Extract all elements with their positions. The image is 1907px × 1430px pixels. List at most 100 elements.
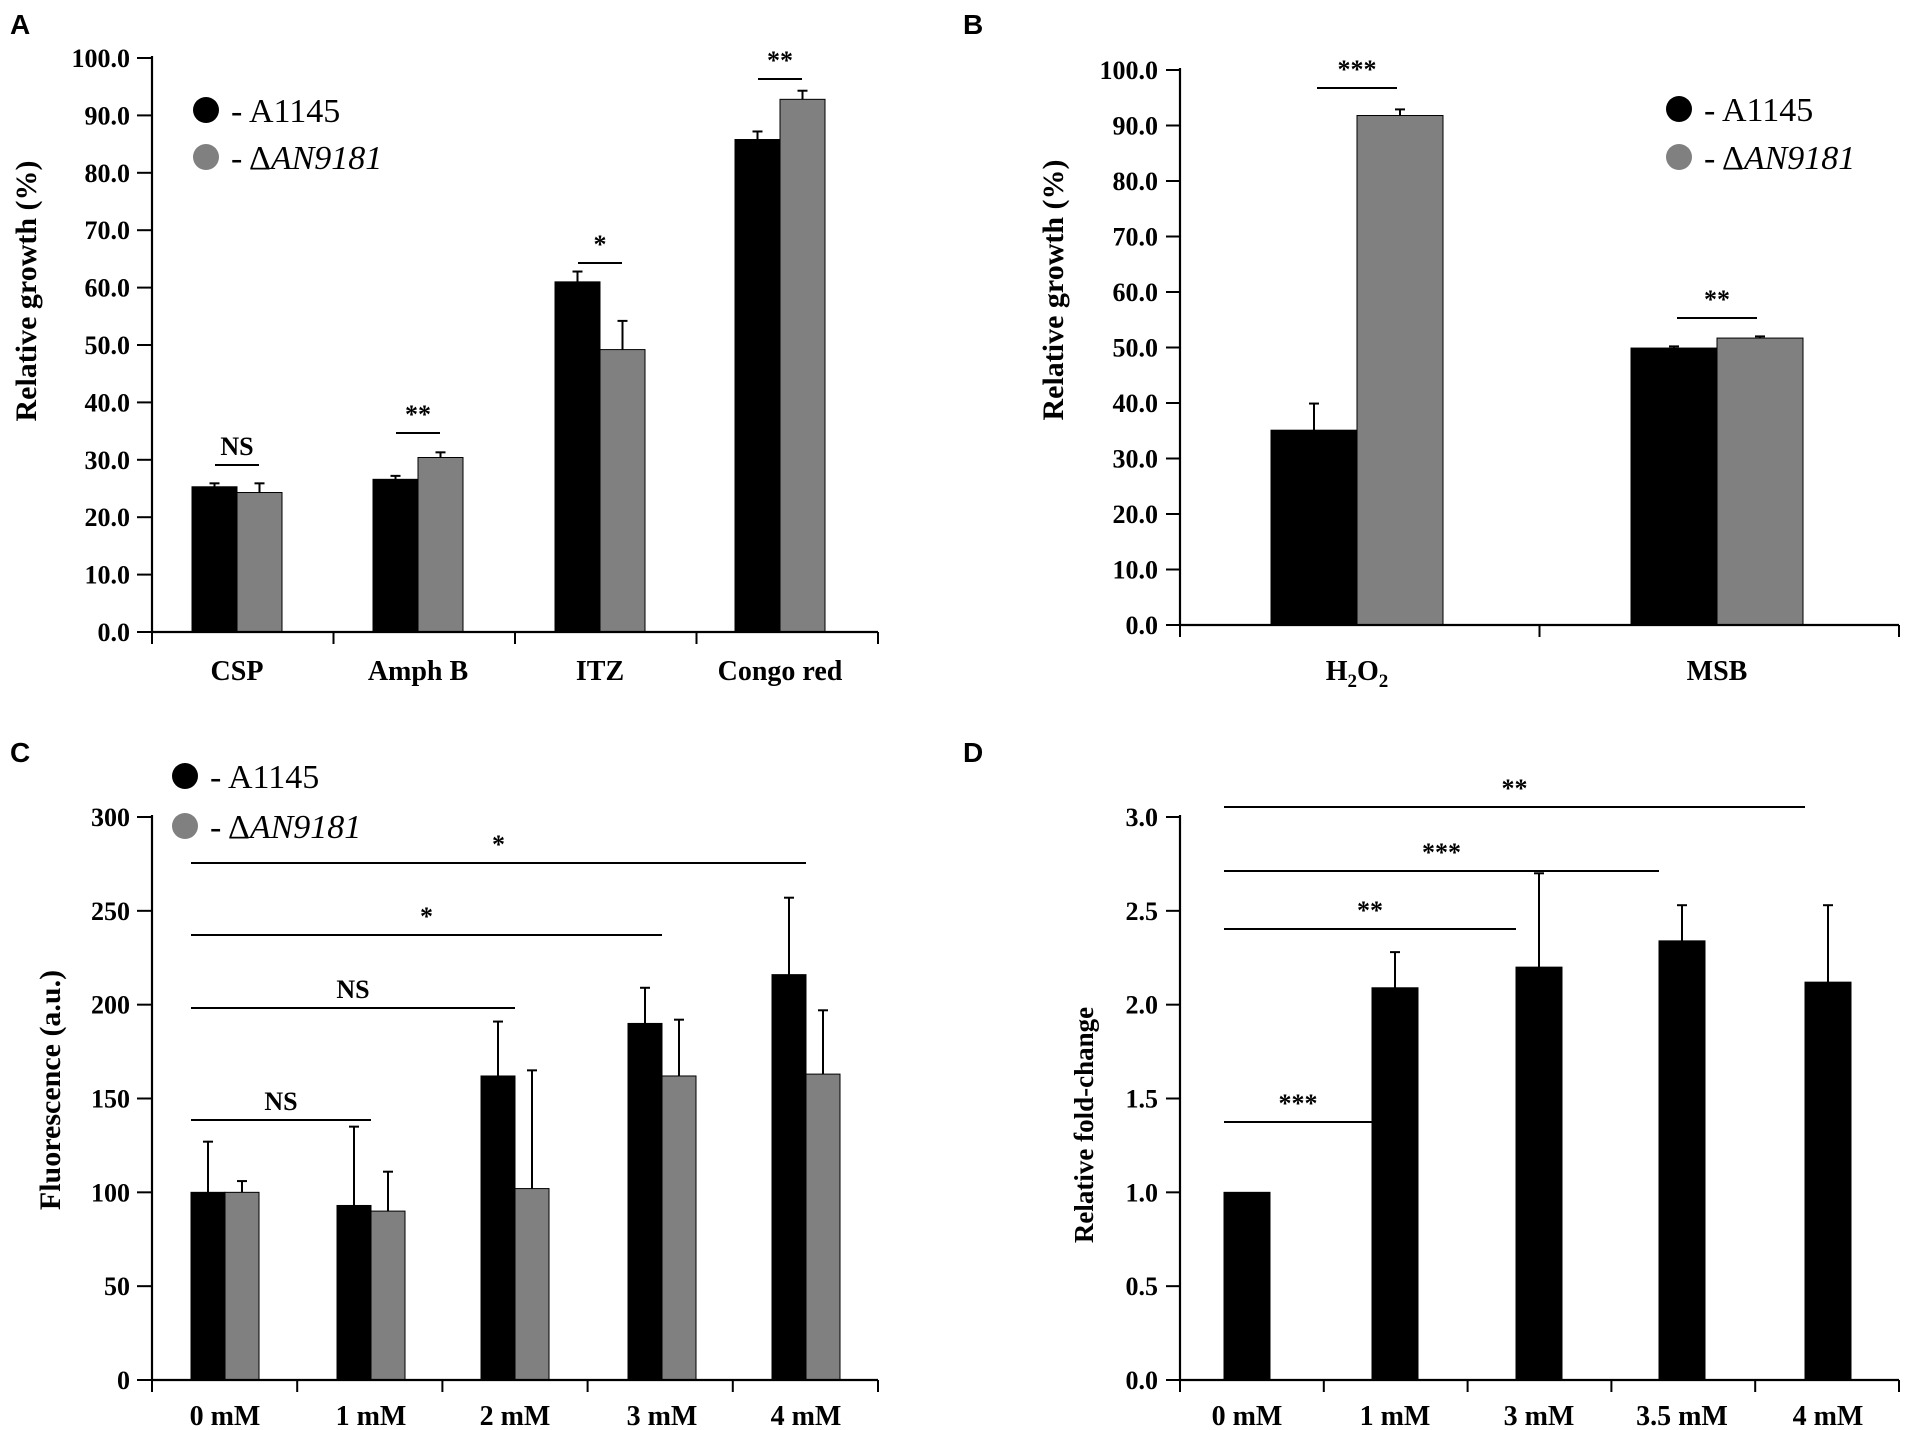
- panel-c-category-label: 1 mM: [336, 1401, 407, 1430]
- panel-a: A Relative growth (%) 0.0 10.0 20.0 30.0 40.…: [10, 9, 879, 687]
- panel-a-bar-a1145: [554, 281, 601, 633]
- panel-a-significance-label: **: [767, 46, 793, 75]
- legend-marker-mutant: [1666, 144, 1692, 170]
- legend-label-a1145: - A1145: [1704, 92, 1813, 129]
- panel-c-category-label: 3 mM: [627, 1401, 698, 1430]
- panel-a-bar-a1145: [734, 139, 781, 633]
- panel-a-bar-mutant: [599, 349, 646, 633]
- panel-b-significance-label: **: [1704, 285, 1730, 314]
- panel-d-ytick-label: 2.0: [1126, 991, 1159, 1020]
- panel-d-ytick-label: 1.5: [1126, 1085, 1159, 1114]
- panel-a-ytick-label: 0.0: [98, 618, 131, 647]
- panel-d-category-label: 0 mM: [1212, 1401, 1283, 1430]
- panel-a-ytick-label: 10.0: [85, 561, 131, 590]
- panel-a-ytick-label: 40.0: [85, 388, 131, 417]
- panel-b-bar-mutant: [1716, 337, 1804, 626]
- panel-c-category-label: 4 mM: [771, 1401, 842, 1430]
- panel-d-bracket-label: ***: [1422, 838, 1461, 867]
- panel-b-bar-a1145: [1630, 347, 1718, 626]
- panel-c-bar-mutant: [805, 1073, 841, 1381]
- panel-c: C Fluorescence (a.u.) 0 50 100 150 200 250 300…: [10, 737, 879, 1430]
- panel-a-ytick-label: 20.0: [85, 503, 131, 532]
- panel-c-ytick-label: 300: [91, 803, 130, 832]
- panel-a-significance-label: NS: [220, 432, 253, 461]
- panel-b-ylabel: Relative growth (%): [1037, 159, 1070, 420]
- panel-a-ytick-label: 50.0: [85, 331, 131, 360]
- panel-c-bracket-label: NS: [264, 1087, 297, 1116]
- legend-marker-mutant: [172, 813, 198, 839]
- panel-b-category-label: MSB: [1687, 656, 1748, 687]
- panel-c-legend: - A1145 - ΔAN9181: [172, 759, 361, 846]
- legend-marker-a1145: [1666, 96, 1692, 122]
- panel-c-bar-mutant: [514, 1188, 550, 1381]
- panel-c-bar-a1145: [771, 974, 807, 1381]
- panel-b-legend: - A1145 - ΔAN9181: [1666, 92, 1855, 177]
- panel-d-ytick-label: 0.5: [1126, 1272, 1159, 1301]
- panel-a-ytick-label: 30.0: [85, 446, 131, 475]
- panel-c-category-label: 0 mM: [190, 1401, 261, 1430]
- panel-b-bar-mutant: [1356, 115, 1444, 626]
- panel-b-ytick-label: 40.0: [1113, 389, 1159, 418]
- panel-a-bar-mutant: [779, 98, 826, 633]
- panel-d-bracket-label: **: [1502, 774, 1528, 803]
- panel-b: B Relative growth (%) 0.0 10.0 20.0 30.0 40.…: [963, 9, 1900, 692]
- panel-a-ytick-label: 60.0: [85, 274, 131, 303]
- panel-c-bar-mutant: [224, 1191, 260, 1381]
- panel-d-bracket-label: ***: [1279, 1089, 1318, 1118]
- panel-c-ytick-label: 0: [117, 1366, 130, 1395]
- panel-a-ylabel: Relative growth (%): [10, 160, 43, 421]
- legend-label-a1145: - A1145: [210, 759, 319, 796]
- panel-a-category-label: CSP: [211, 656, 264, 687]
- panel-d-ytick-label: 3.0: [1126, 803, 1159, 832]
- panel-d-category-label: 3 mM: [1504, 1401, 1575, 1430]
- panel-a-category-label: Amph B: [368, 656, 468, 687]
- panel-b-ytick-label: 50.0: [1113, 334, 1159, 363]
- panel-a-ytick-label: 70.0: [85, 216, 131, 245]
- panel-d-bracket-label: **: [1357, 896, 1383, 925]
- panel-c-bar-a1145: [336, 1204, 372, 1381]
- panel-d-category-label: 3.5 mM: [1636, 1401, 1728, 1430]
- panel-c-category-label: 2 mM: [480, 1401, 551, 1430]
- panel-b-letter: B: [963, 9, 983, 40]
- panel-d-bar-a1145: [1371, 987, 1419, 1381]
- panel-d-bar-a1145: [1515, 966, 1563, 1381]
- panel-c-bar-mutant: [370, 1210, 406, 1381]
- panel-d-bar-a1145: [1804, 981, 1852, 1381]
- panel-b-ytick-label: 10.0: [1113, 556, 1159, 585]
- panel-d-bar-a1145: [1223, 1191, 1271, 1381]
- panel-d: D Relative fold-change 0.0 0.5 1.0 1.5 2.0 2.…: [963, 737, 1900, 1430]
- panel-c-ytick-label: 100: [91, 1178, 130, 1207]
- legend-marker-a1145: [193, 97, 219, 123]
- panel-c-bracket-label: NS: [336, 975, 369, 1004]
- panel-b-ytick-label: 80.0: [1113, 167, 1159, 196]
- panel-a-ytick-label: 100.0: [72, 44, 131, 73]
- panel-d-ytick-label: 0.0: [1126, 1366, 1159, 1395]
- legend-label-mutant: - ΔAN9181: [1704, 140, 1855, 177]
- panel-d-category-label: 4 mM: [1793, 1401, 1864, 1430]
- panel-c-ytick-label: 200: [91, 991, 130, 1020]
- panel-b-ytick-label: 70.0: [1113, 223, 1159, 252]
- panel-c-bar-a1145: [480, 1075, 516, 1381]
- panel-c-letter: C: [10, 737, 30, 768]
- panel-c-ytick-label: 250: [91, 897, 130, 926]
- panel-a-ytick-label: 90.0: [85, 101, 131, 130]
- panel-b-bar-a1145: [1270, 429, 1358, 626]
- legend-marker-a1145: [172, 763, 198, 789]
- panel-a-letter: A: [10, 9, 30, 40]
- panel-b-ytick-label: 30.0: [1113, 445, 1159, 474]
- panel-d-ytick-label: 2.5: [1126, 897, 1159, 926]
- panel-a-significance-label: **: [405, 400, 431, 429]
- panel-b-category-label: H2O2: [1326, 656, 1389, 692]
- panel-a-bar-mutant: [236, 492, 283, 633]
- panel-d-ytick-label: 1.0: [1126, 1178, 1159, 1207]
- panel-b-ytick-label: 60.0: [1113, 278, 1159, 307]
- panel-d-category-label: 1 mM: [1360, 1401, 1431, 1430]
- panel-a-ytick-label: 80.0: [85, 159, 131, 188]
- panel-c-bracket-label: *: [492, 830, 505, 859]
- legend-label-mutant: - ΔAN9181: [210, 809, 361, 846]
- panel-d-letter: D: [963, 737, 983, 768]
- panel-a-category-label: Congo red: [718, 656, 843, 687]
- panel-b-ytick-label: 0.0: [1126, 611, 1159, 640]
- panel-b-significance-label: ***: [1338, 55, 1377, 84]
